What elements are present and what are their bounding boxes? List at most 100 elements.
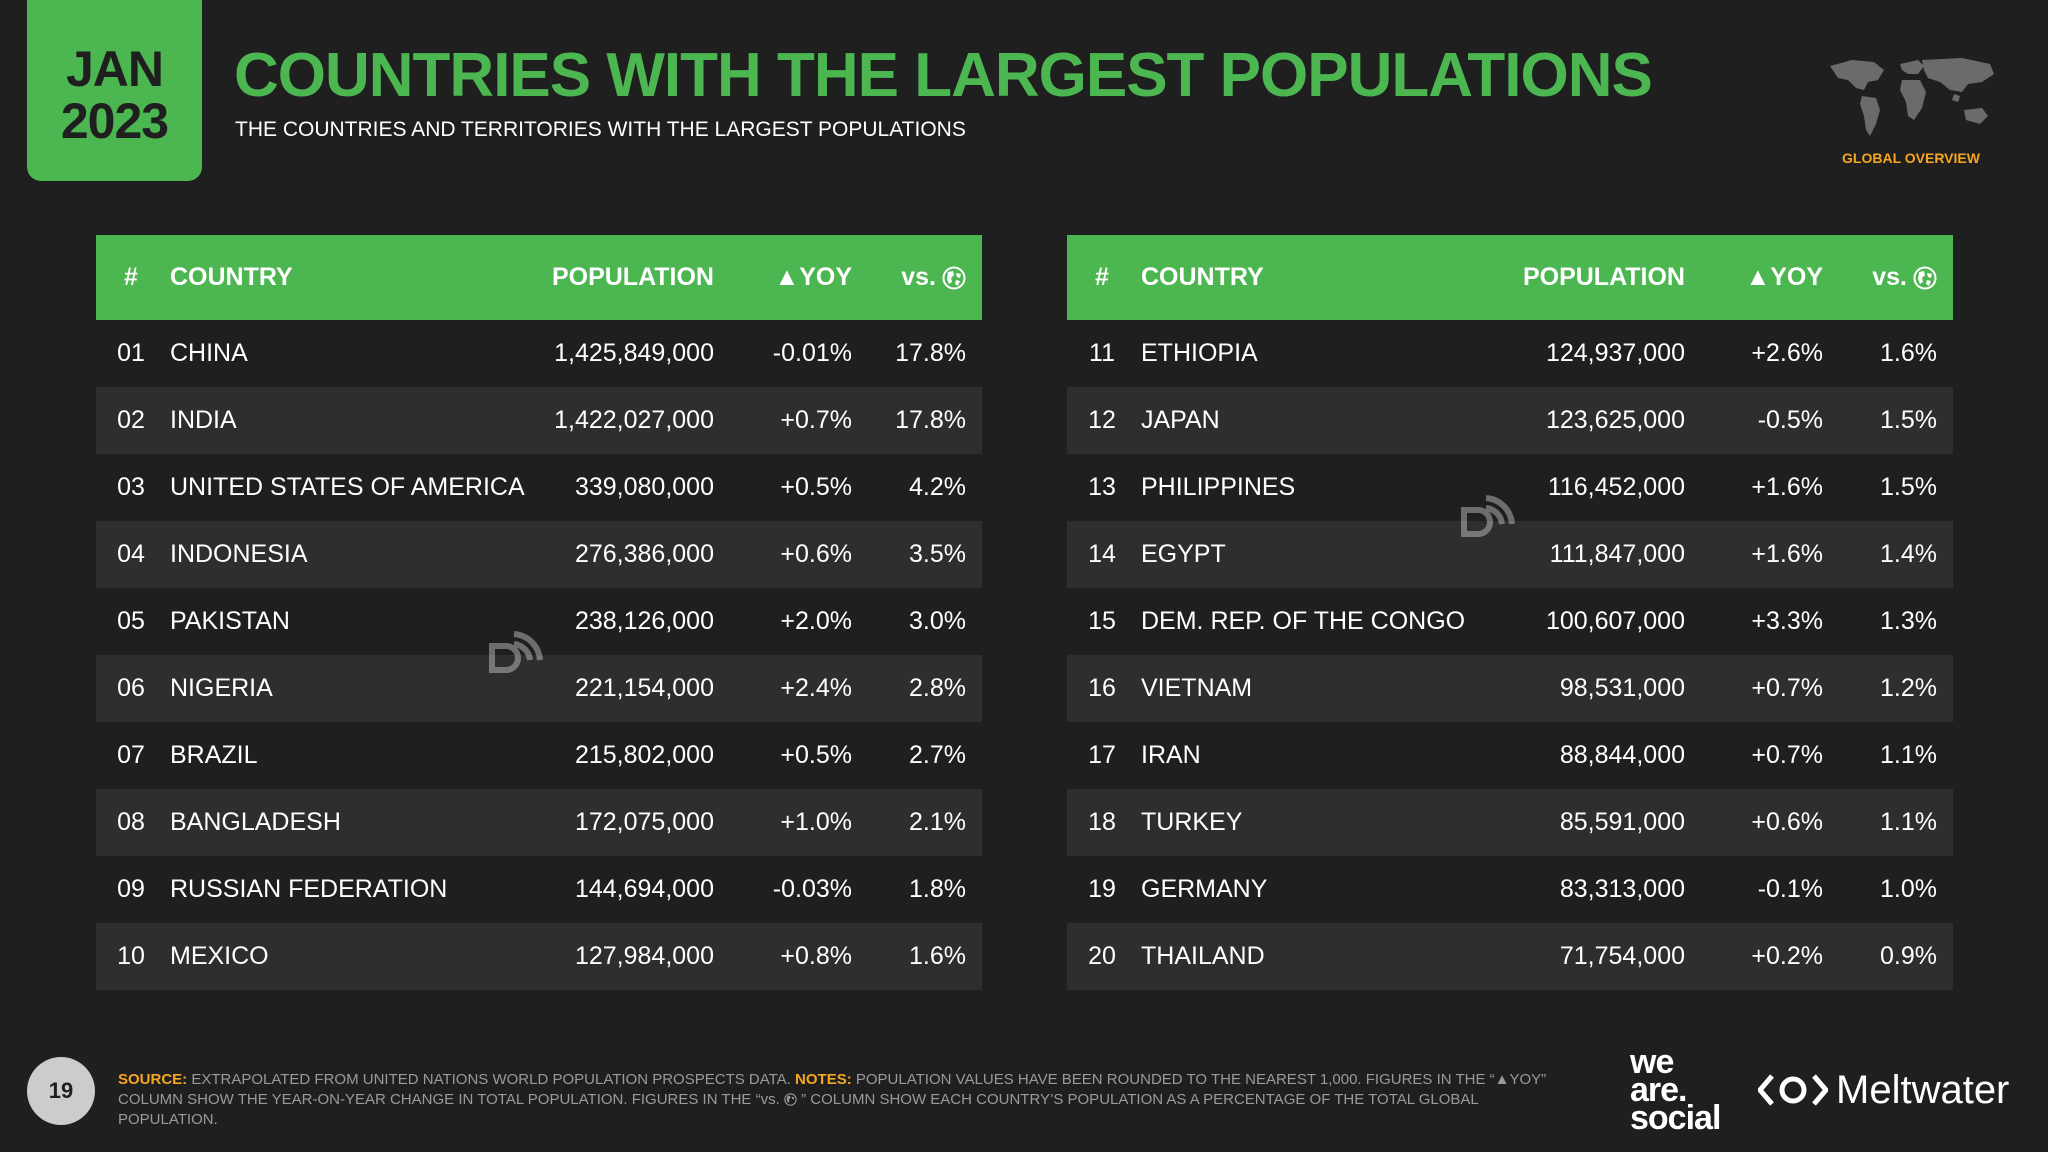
header-vs-label: vs. xyxy=(1872,263,1907,291)
table-body-right: 11 ETHIOPIA 124,937,000 +2.6% 1.6% 12 JAPAN 123… xyxy=(1067,320,1953,990)
header-yoy: ▲YOY xyxy=(774,263,852,291)
row-rank: 09 xyxy=(117,875,145,903)
row-population: 276,386,000 xyxy=(574,540,714,568)
row-rank: 06 xyxy=(117,674,145,702)
row-population: 238,126,000 xyxy=(574,607,714,635)
row-vs-global: 1.8% xyxy=(909,875,966,903)
row-country: MEXICO xyxy=(170,942,269,970)
header-vs: vs. xyxy=(1823,263,1937,292)
notes-label: NOTES: xyxy=(795,1071,852,1088)
row-population: 71,754,000 xyxy=(1559,942,1685,970)
table-row: 01 CHINA 1,425,849,000 -0.01% 17.8% xyxy=(96,320,982,387)
row-country: BANGLADESH xyxy=(170,808,341,836)
table-row: 10 MEXICO 127,984,000 +0.8% 1.6% xyxy=(96,923,982,990)
section-label: GLOBAL OVERVIEW xyxy=(1842,150,1980,166)
row-population: 98,531,000 xyxy=(1559,674,1685,702)
header-population: POPULATION xyxy=(551,263,714,291)
row-population: 144,694,000 xyxy=(574,875,714,903)
header-num: # xyxy=(124,263,138,291)
row-country: CHINA xyxy=(170,339,248,367)
row-country: IRAN xyxy=(1141,741,1201,769)
row-yoy: +2.0% xyxy=(780,607,852,635)
row-yoy: +0.6% xyxy=(1751,808,1823,836)
row-country: PAKISTAN xyxy=(170,607,290,635)
row-yoy: +0.7% xyxy=(1751,674,1823,702)
row-rank: 17 xyxy=(1088,741,1116,769)
row-vs-global: 1.5% xyxy=(1880,473,1937,501)
header-population: POPULATION xyxy=(1522,263,1685,291)
row-population: 88,844,000 xyxy=(1559,741,1685,769)
row-population: 100,607,000 xyxy=(1545,607,1685,635)
row-population: 1,422,027,000 xyxy=(554,406,714,434)
we-are-social-logo: we are. social xyxy=(1630,1043,1740,1135)
row-rank: 20 xyxy=(1088,942,1116,970)
table-row: 05 PAKISTAN 238,126,000 +2.0% 3.0% xyxy=(96,588,982,655)
row-country: EGYPT xyxy=(1141,540,1226,568)
row-rank: 14 xyxy=(1088,540,1116,568)
row-yoy: +0.5% xyxy=(780,741,852,769)
header-country: COUNTRY xyxy=(170,263,293,291)
population-table-right: # COUNTRY POPULATION ▲YOY vs. 11 ETHIOPIA… xyxy=(1067,235,1953,990)
row-yoy: +0.7% xyxy=(780,406,852,434)
source-label: SOURCE: xyxy=(118,1071,188,1088)
row-rank: 12 xyxy=(1088,406,1116,434)
row-yoy: -0.03% xyxy=(772,875,852,903)
logo-line-1: we xyxy=(1630,1043,1674,1081)
table-row: 06 NIGERIA 221,154,000 +2.4% 2.8% xyxy=(96,655,982,722)
row-vs-global: 2.8% xyxy=(909,674,966,702)
row-vs-global: 3.0% xyxy=(909,607,966,635)
row-yoy: -0.5% xyxy=(1757,406,1823,434)
date-badge: JAN 2023 xyxy=(27,0,202,181)
table-row: 09 RUSSIAN FEDERATION 144,694,000 -0.03% 1.8… xyxy=(96,856,982,923)
table-row: 12 JAPAN 123,625,000 -0.5% 1.5% xyxy=(1067,387,1953,454)
row-country: THAILAND xyxy=(1141,942,1265,970)
row-vs-global: 1.1% xyxy=(1880,741,1937,769)
row-country: TURKEY xyxy=(1141,808,1243,836)
row-vs-global: 1.6% xyxy=(909,942,966,970)
row-yoy: -0.01% xyxy=(772,339,852,367)
row-population: 83,313,000 xyxy=(1559,875,1685,903)
table-row: 11 ETHIOPIA 124,937,000 +2.6% 1.6% xyxy=(1067,320,1953,387)
globe-icon xyxy=(1913,266,1937,289)
row-rank: 05 xyxy=(117,607,145,635)
globe-icon xyxy=(942,266,966,289)
row-vs-global: 2.7% xyxy=(909,741,966,769)
watermark-icon xyxy=(489,631,543,673)
row-rank: 15 xyxy=(1088,607,1116,635)
row-vs-global: 1.4% xyxy=(1880,540,1937,568)
row-vs-global: 2.1% xyxy=(909,808,966,836)
row-yoy: +0.8% xyxy=(780,942,852,970)
table-row: 20 THAILAND 71,754,000 +0.2% 0.9% xyxy=(1067,923,1953,990)
header-vs: vs. xyxy=(852,263,966,292)
row-population: 116,452,000 xyxy=(1547,473,1685,501)
page-number: 19 xyxy=(27,1057,95,1125)
table-row: 13 PHILIPPINES 116,452,000 +1.6% 1.5% xyxy=(1067,454,1953,521)
meltwater-icon xyxy=(1758,1074,1828,1106)
table-header: # COUNTRY POPULATION ▲YOY vs. xyxy=(1067,235,1953,320)
row-vs-global: 1.0% xyxy=(1880,875,1937,903)
row-rank: 10 xyxy=(117,942,145,970)
row-yoy: +2.4% xyxy=(780,674,852,702)
row-rank: 18 xyxy=(1088,808,1116,836)
row-country: PHILIPPINES xyxy=(1141,473,1296,501)
row-vs-global: 17.8% xyxy=(895,406,966,434)
table-row: 07 BRAZIL 215,802,000 +0.5% 2.7% xyxy=(96,722,982,789)
row-yoy: +0.5% xyxy=(780,473,852,501)
row-yoy: +0.7% xyxy=(1751,741,1823,769)
row-population: 111,847,000 xyxy=(1549,540,1685,568)
page-title: COUNTRIES WITH THE LARGEST POPULATIONS xyxy=(234,41,1653,110)
row-yoy: +3.3% xyxy=(1751,607,1823,635)
notes-text-2: ” COLUMN SHOW EACH COUNTRY’S POPULATION … xyxy=(118,1091,1479,1128)
table-row: 15 DEM. REP. OF THE CONGO 100,607,000 +3.3%… xyxy=(1067,588,1953,655)
table-header: # COUNTRY POPULATION ▲YOY vs. xyxy=(96,235,982,320)
row-population: 339,080,000 xyxy=(574,473,714,501)
page-subtitle: THE COUNTRIES AND TERRITORIES WITH THE L… xyxy=(235,118,966,141)
row-population: 221,154,000 xyxy=(574,674,714,702)
row-rank: 16 xyxy=(1088,674,1116,702)
row-vs-global: 4.2% xyxy=(909,473,966,501)
population-table-left: # COUNTRY POPULATION ▲YOY vs. 01 CHINA 1,4… xyxy=(96,235,982,990)
date-year: 2023 xyxy=(60,92,169,149)
table-body-left: 01 CHINA 1,425,849,000 -0.01% 17.8% 02 INDIA 1,… xyxy=(96,320,982,990)
row-yoy: +1.6% xyxy=(1751,473,1823,501)
